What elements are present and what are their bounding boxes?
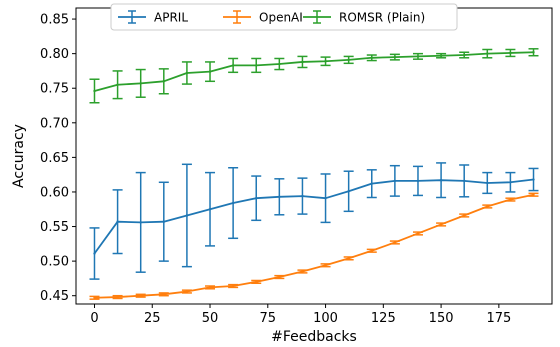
data-point: [162, 220, 166, 223]
data-point: [439, 223, 443, 226]
data-point: [462, 214, 466, 217]
legend: APRIL OpenAI ROMSR (Plain): [110, 3, 458, 31]
legend-box: [110, 3, 458, 31]
x-axis-label: #Feedbacks: [271, 329, 357, 345]
data-point: [231, 284, 235, 288]
series-openai: [89, 192, 539, 300]
data-point: [393, 55, 397, 59]
data-point: [255, 280, 258, 284]
data-point: [509, 51, 512, 55]
data-point: [208, 70, 212, 73]
data-point: [486, 52, 489, 55]
y-axis-label: Accuracy: [11, 124, 27, 188]
y-tick-label: 0.70: [40, 116, 69, 131]
legend-label: ROMSR (Plain): [339, 11, 425, 25]
legend-entry: ROMSR (Plain): [303, 10, 425, 25]
data-point: [93, 252, 96, 255]
data-point: [162, 293, 166, 296]
data-point: [301, 270, 304, 273]
series-line: [93, 178, 534, 255]
data-point: [509, 198, 512, 201]
x-tick-label: 50: [202, 311, 219, 326]
data-point: [439, 54, 443, 57]
data-point: [324, 60, 327, 63]
data-point: [93, 89, 96, 93]
data-point: [301, 60, 304, 64]
series-april: [89, 162, 539, 280]
data-point: [278, 62, 281, 66]
y-tick-label: 0.55: [40, 220, 69, 235]
x-tick-label: 75: [260, 311, 277, 326]
x-tick-label: 125: [371, 311, 396, 326]
y-tick-label: 0.65: [40, 151, 69, 166]
data-point: [462, 179, 466, 183]
data-point: [509, 181, 512, 184]
data-point: [347, 257, 350, 260]
y-tick-label: 0.85: [40, 13, 69, 28]
data-point: [278, 275, 281, 279]
data-point: [301, 194, 304, 198]
data-point: [162, 80, 166, 83]
data-point: [116, 220, 119, 223]
data-point: [324, 196, 327, 200]
data-point: [116, 83, 119, 86]
x-tick-label: 25: [144, 311, 161, 326]
data-point: [208, 286, 212, 289]
data-point: [486, 205, 489, 208]
data-point: [185, 290, 189, 293]
y-tick-label: 0.80: [40, 47, 69, 62]
x-tick-label: 0: [90, 311, 98, 326]
y-axis: 0.45 0.50 0.55 0.60 0.65 0.70 0.75 0.80 0.85: [40, 13, 76, 304]
data-point: [532, 51, 535, 54]
data-point: [185, 214, 189, 217]
data-point: [439, 179, 443, 182]
data-point: [139, 294, 142, 297]
series-line: [94, 51, 534, 92]
data-point: [185, 71, 189, 75]
series-line: [94, 193, 534, 299]
series-layer: [89, 48, 539, 300]
data-point: [347, 190, 350, 193]
y-tick-label: 0.50: [40, 255, 69, 270]
data-point: [231, 64, 235, 67]
y-tick-label: 0.45: [40, 289, 69, 304]
y-tick-label: 0.60: [40, 185, 69, 200]
data-point: [139, 221, 142, 224]
plot-area-frame: [75, 7, 553, 305]
data-point: [462, 53, 466, 57]
data-point: [347, 58, 350, 62]
x-tick-label: 150: [429, 311, 454, 326]
data-point: [255, 196, 258, 200]
legend-entry: APRIL: [118, 10, 188, 25]
data-point: [393, 241, 397, 244]
data-point: [208, 208, 212, 211]
data-point: [486, 181, 489, 185]
data-point: [93, 296, 96, 299]
data-point: [231, 201, 235, 205]
data-point: [370, 56, 373, 59]
data-point: [393, 179, 397, 183]
data-point: [324, 264, 327, 267]
legend-entry: OpenAI: [223, 10, 303, 25]
data-point: [532, 193, 535, 196]
data-point: [370, 182, 373, 185]
data-point: [116, 295, 119, 299]
x-axis: 0 25 50 75 100 125 150 175: [90, 304, 511, 326]
legend-label: APRIL: [154, 11, 188, 25]
data-point: [532, 178, 535, 181]
data-point: [278, 195, 281, 199]
legend-label: OpenAI: [259, 11, 303, 25]
x-tick-label: 100: [313, 311, 338, 326]
data-point: [416, 232, 420, 235]
data-point: [370, 249, 373, 252]
data-point: [416, 179, 420, 183]
data-point: [139, 82, 142, 85]
data-point: [416, 55, 420, 58]
data-point: [255, 64, 258, 67]
x-tick-label: 175: [486, 311, 511, 326]
series-romsr-plain: [89, 48, 539, 104]
y-tick-label: 0.75: [40, 82, 69, 97]
